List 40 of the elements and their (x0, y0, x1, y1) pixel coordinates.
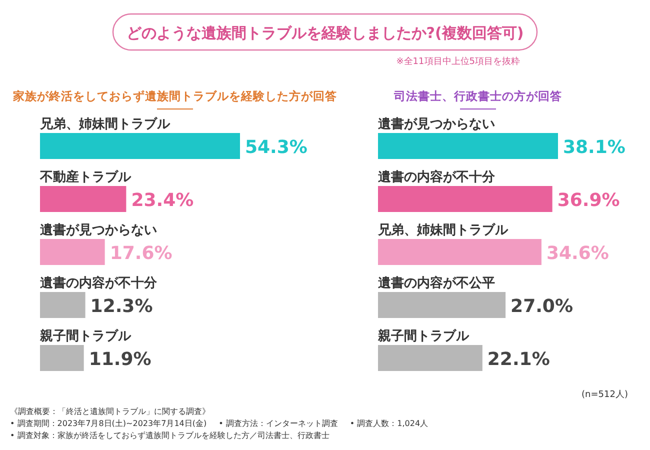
bar (378, 186, 552, 212)
bar (40, 186, 126, 212)
category-label: 遺書の内容が不十分 (40, 276, 157, 291)
bar (378, 345, 482, 371)
data-label: 12.3% (90, 296, 153, 317)
bar (378, 292, 506, 318)
text: • 調査対象：家族が終活をしておらず遺族間トラブルを経験した方／司法書士、行政書士 (10, 431, 330, 440)
category-label: 遺書が見つからない (378, 117, 495, 132)
bar (40, 133, 240, 159)
category-label: 親子間トラブル (378, 329, 469, 344)
bar (40, 345, 84, 371)
text: (n=512人) (582, 389, 628, 400)
data-label: 34.6% (546, 243, 609, 264)
data-label: 17.6% (110, 243, 172, 264)
data-label: 22.1% (487, 349, 550, 370)
bar (40, 292, 86, 318)
data-label: 38.1% (563, 137, 626, 158)
data-label: 54.3% (245, 137, 308, 158)
data-label: 36.9% (557, 190, 620, 211)
chart-subtitle: 家族が終活をしておらず遺族間トラブルを経験した方が回答 (12, 89, 337, 103)
text: • 調査人数：1,024人 (350, 419, 428, 428)
category-label: 不動産トラブル (40, 170, 131, 185)
bar (378, 133, 558, 159)
data-label: 11.9% (88, 349, 152, 370)
text: • 調査方法：インターネット調査 (218, 419, 338, 428)
bar (40, 239, 105, 265)
category-label: 兄弟、姉妹間トラブル (378, 223, 508, 238)
category-label: 兄弟、姉妹間トラブル (40, 117, 170, 132)
category-label: 遺書の内容が不十分 (378, 170, 495, 185)
category-label: 親子間トラブル (40, 329, 131, 344)
data-label: 27.0% (510, 296, 574, 317)
text: • 調査期間：2023年7月8日(土)~2023年7月14日(金) (10, 419, 207, 428)
text: ※全11項目中上位5項目を抜粋 (396, 56, 520, 67)
bar (378, 239, 542, 265)
chart-title: 司法書士、行政書士の方が回答 (393, 89, 562, 103)
data-label: 23.4% (131, 190, 194, 211)
text: どのような遺族間トラブルを経験しましたか?(複数回答可) (126, 24, 524, 42)
category-label: 遺書の内容が不公平 (378, 276, 495, 291)
text: 《調査概要：「終活と遺族間トラブル」に関する調査》 (10, 407, 210, 416)
category-label: 遺書が見つからない (40, 223, 157, 238)
